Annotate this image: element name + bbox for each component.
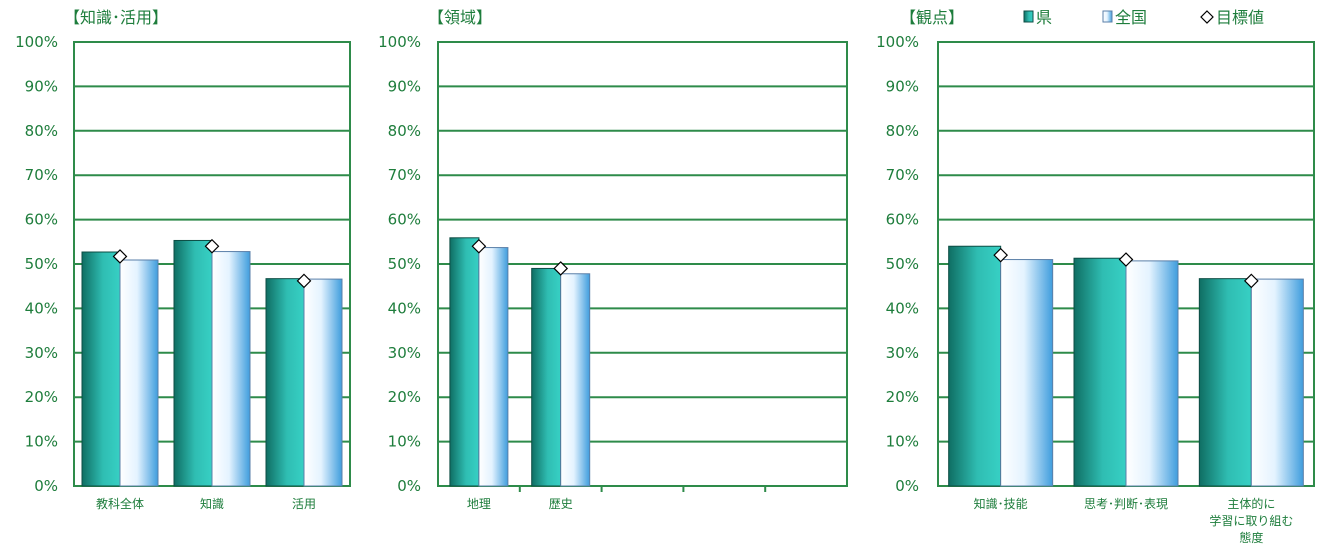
bar-national — [560, 273, 591, 487]
bar-national — [303, 278, 343, 487]
y-tick-label: 60% — [388, 211, 421, 229]
y-tick-label: 50% — [886, 255, 919, 273]
y-tick-label: 0% — [397, 477, 421, 495]
bar-pref — [948, 245, 1002, 487]
x-category-label: 歴史 — [549, 497, 573, 511]
bar-national — [211, 251, 251, 487]
x-category-label: 知識 — [200, 497, 224, 511]
target-marker — [553, 261, 569, 276]
legend-pref-label: 県 — [1036, 8, 1052, 27]
bar-pref — [81, 251, 121, 487]
y-tick-label: 40% — [886, 299, 919, 317]
chart-1: 【知識･活用】 0% 10% 20% 30% 40% 50% 60% 70% 80% 90% 100%… — [15, 8, 351, 511]
y-tick-label: 60% — [25, 211, 58, 229]
y-tick-label: 100% — [876, 33, 919, 51]
y-tick-label: 90% — [25, 77, 58, 95]
y-tick-label: 80% — [388, 122, 421, 140]
y-tick-label: 50% — [25, 255, 58, 273]
y-tick-label: 30% — [25, 344, 58, 362]
bar-pref — [449, 237, 480, 487]
target-marker — [296, 273, 312, 289]
legend: 県 全国 目標値 — [1023, 8, 1264, 27]
plot-frame — [437, 41, 848, 487]
target-marker — [1243, 273, 1259, 289]
bar-pref — [173, 239, 213, 487]
target-marker — [471, 238, 487, 254]
bar-pref — [1198, 278, 1252, 487]
bar-national — [1000, 259, 1054, 487]
y-tick-label: 20% — [886, 388, 919, 406]
y-tick-label: 80% — [886, 122, 919, 140]
x-category-label: 知識･技能 — [974, 497, 1028, 511]
chart-title: 【領域】 — [428, 8, 492, 27]
y-tick-label: 20% — [388, 388, 421, 406]
x-category-label: 思考･判断･表現 — [1084, 496, 1168, 511]
y-tick-label: 40% — [388, 299, 421, 317]
y-tick-label: 10% — [388, 433, 421, 451]
legend-national-swatch — [1102, 10, 1113, 23]
y-tick-label: 30% — [388, 344, 421, 362]
y-tick-label: 70% — [886, 166, 919, 184]
y-tick-label: 70% — [25, 166, 58, 184]
x-category-label: 主体的に学習に取り組む態度 — [1209, 496, 1293, 545]
chart-title: 【観点】 — [900, 8, 964, 27]
y-tick-label: 50% — [388, 255, 421, 273]
y-tick-label: 10% — [25, 433, 58, 451]
y-tick-label: 40% — [25, 299, 58, 317]
charts-layer: 【知識･活用】 0% 10% 20% 30% 40% 50% 60% 70% 80% 90% 100%… — [15, 8, 1315, 545]
legend-pref-swatch — [1023, 10, 1034, 23]
target-marker — [1118, 252, 1134, 267]
y-tick-label: 0% — [895, 477, 919, 495]
y-tick-label: 90% — [886, 77, 919, 95]
chart-title: 【知識･活用】 — [64, 8, 168, 27]
y-tick-label: 70% — [388, 166, 421, 184]
y-tick-label: 0% — [34, 477, 58, 495]
target-marker — [112, 249, 128, 264]
y-tick-label: 10% — [886, 433, 919, 451]
y-tick-label: 100% — [378, 33, 421, 51]
y-tick-label: 90% — [388, 77, 421, 95]
x-category-label: 地理 — [467, 497, 491, 511]
y-tick-label: 60% — [886, 211, 919, 229]
bar-national — [1250, 278, 1304, 487]
y-tick-label: 80% — [25, 122, 58, 140]
bar-national — [478, 247, 509, 487]
y-tick-label: 20% — [25, 388, 58, 406]
y-tick-label: 30% — [886, 344, 919, 362]
bar-national — [119, 259, 159, 487]
legend-national-label: 全国 — [1115, 8, 1147, 27]
chart-2: 【領域】 0% 10% 20% 30% 40% 50% 60% 70% 80% 90% 100% 地理 歴… — [378, 8, 848, 511]
bar-pref — [531, 267, 562, 487]
bar-national — [1125, 260, 1179, 487]
bar-pref — [265, 278, 305, 487]
chart-3: 【観点】 0% 10% 20% 30% 40% 50% 60% 70% 80% 90% 100% 知識･… — [876, 8, 1315, 545]
x-category-label: 教科全体 — [96, 496, 144, 511]
legend-target-marker — [1200, 10, 1214, 24]
x-category-label: 活用 — [292, 497, 316, 511]
target-marker — [204, 238, 220, 254]
bar-pref — [1073, 257, 1127, 487]
target-marker — [993, 247, 1009, 263]
y-tick-label: 100% — [15, 33, 58, 51]
legend-target-label: 目標値 — [1216, 8, 1264, 27]
